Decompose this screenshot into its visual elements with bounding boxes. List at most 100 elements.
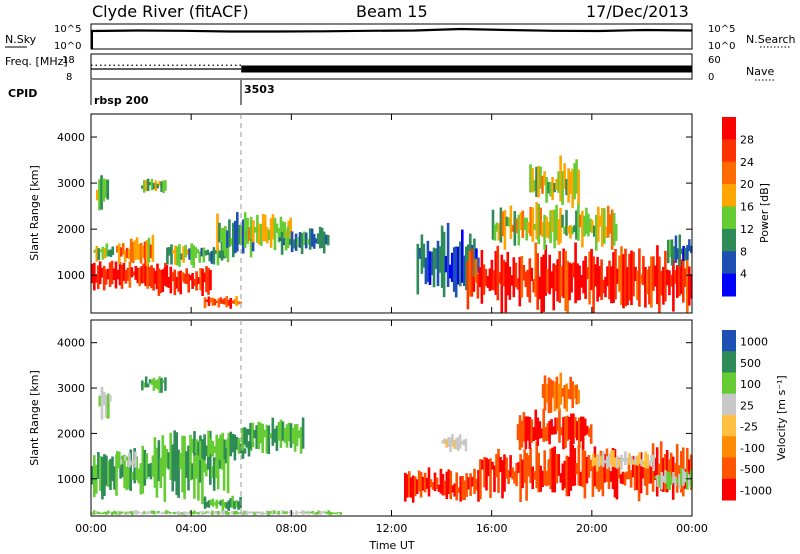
velocity-cell-501 [207,510,210,514]
velocity-cell-507 [219,511,222,514]
power-cell-309 [558,251,561,303]
velocity-cell-162 [102,391,106,406]
velocity-xtick-label-2: 08:00 [275,522,307,535]
velocity-cell-352 [548,420,551,445]
power-cell-97 [201,268,204,296]
velocity-cell-545 [295,510,298,515]
velocity-cell-398 [601,451,605,468]
power-cell-119 [200,247,204,257]
power-cell-217 [324,234,328,245]
power-cell-434 [606,205,610,238]
power-cell-451 [553,182,556,193]
power-cell-350 [640,274,643,284]
power-cell-373 [686,259,689,313]
velocity-cell-132 [247,429,250,436]
power-cell-138 [213,299,217,306]
velocity-cell-566 [337,512,340,513]
velocity-cell-471 [147,511,150,514]
velocity-cell-412 [630,456,633,465]
velocity-cell-209 [463,480,466,500]
velocity-cell-23 [137,468,140,484]
velocity-cell-53 [177,449,180,498]
velocity-cell-28 [147,463,151,477]
power-colorbar: 28 24 20 16 12 8 4 [722,117,754,297]
velocity-cell-476 [157,511,160,514]
power-cell-266 [472,276,476,292]
velocity-cell-33 [120,459,123,465]
velocity-cell-389 [571,381,574,408]
power-cell-443 [537,165,540,198]
power-cell-349 [638,248,641,307]
power-cell-393 [525,217,529,241]
velocity-cell-356 [556,417,559,432]
velocity-cell-210 [465,473,468,497]
power-cell-254 [461,229,464,283]
power-cell-367 [674,270,677,284]
power-cell-475 [688,239,691,252]
power-cell-326 [592,256,595,313]
velocity-cell-386 [565,383,569,412]
velocity-cell-215 [475,478,478,491]
velocity-cell-68 [207,447,210,470]
power-cell-190 [283,222,287,240]
power-cell-38 [93,249,97,253]
velocity-cell-137 [257,421,260,450]
velocity-cell-145 [273,428,277,443]
power-cell-27 [144,259,147,287]
power-cell-60 [127,249,131,260]
power-cell-387 [513,211,517,246]
velocity-cell-317 [653,457,657,480]
velocity-cell-118 [219,500,223,506]
velocity-cell-7 [105,455,108,486]
noise-panel: N.Sky 10^5 10^0 10^5 10^0 N.Search [5,23,796,52]
power-cell-377 [493,224,497,241]
velocity-cell-220 [447,437,450,447]
power-cell-332 [604,276,607,298]
power-cell-388 [515,218,519,234]
velocity-cell-328 [675,444,679,493]
power-cell-286 [512,257,516,298]
power-cell-8 [106,268,110,280]
velocity-colorbar-tick-4: -25 [740,421,758,434]
power-cell-212 [314,238,318,244]
power-cell-100 [207,267,210,295]
velocity-cell-265 [549,448,552,490]
power-cell-370 [680,259,683,295]
power-cell-430 [599,215,602,227]
velocity-cell-426 [658,475,661,488]
velocity-cell-382 [557,383,561,411]
power-cell-41 [99,249,103,253]
velocity-cell-454 [113,510,116,514]
velocity-cell-211 [467,477,470,490]
power-cell-70 [147,237,151,263]
velocity-ytick-label-2: 3000 [57,382,85,395]
velocity-cell-47 [165,449,169,468]
velocity-cell-436 [678,473,681,489]
velocity-cell-197 [439,468,443,494]
power-cell-83 [173,269,177,296]
velocity-cell-527 [259,511,262,515]
power-cell-145 [227,299,230,306]
noise-left-tick-bottom: 10^0 [54,41,81,52]
velocity-cell-505 [215,510,218,515]
velocity-cell-484 [173,511,176,515]
power-cell-386 [511,224,515,232]
velocity-cell-122 [227,500,230,511]
velocity-cell-351 [546,423,549,441]
power-cell-455 [561,171,564,205]
power-cell-396 [531,207,534,242]
velocity-cell-414 [634,456,637,465]
velocity-cell-466 [137,511,140,514]
power-cell-7 [104,269,108,285]
velocity-cell-468 [141,512,144,515]
power-cell-356 [652,256,655,291]
velocity-cell-55 [181,435,184,493]
velocity-cell-393 [591,453,595,467]
power-cell-160 [232,222,235,258]
velocity-cell-546 [297,512,300,514]
velocity-cell-185 [415,479,419,494]
power-cell-417 [573,225,576,232]
velocity-cell-202 [449,470,453,500]
power-cell-276 [492,270,496,291]
velocity-cell-336 [516,424,520,441]
